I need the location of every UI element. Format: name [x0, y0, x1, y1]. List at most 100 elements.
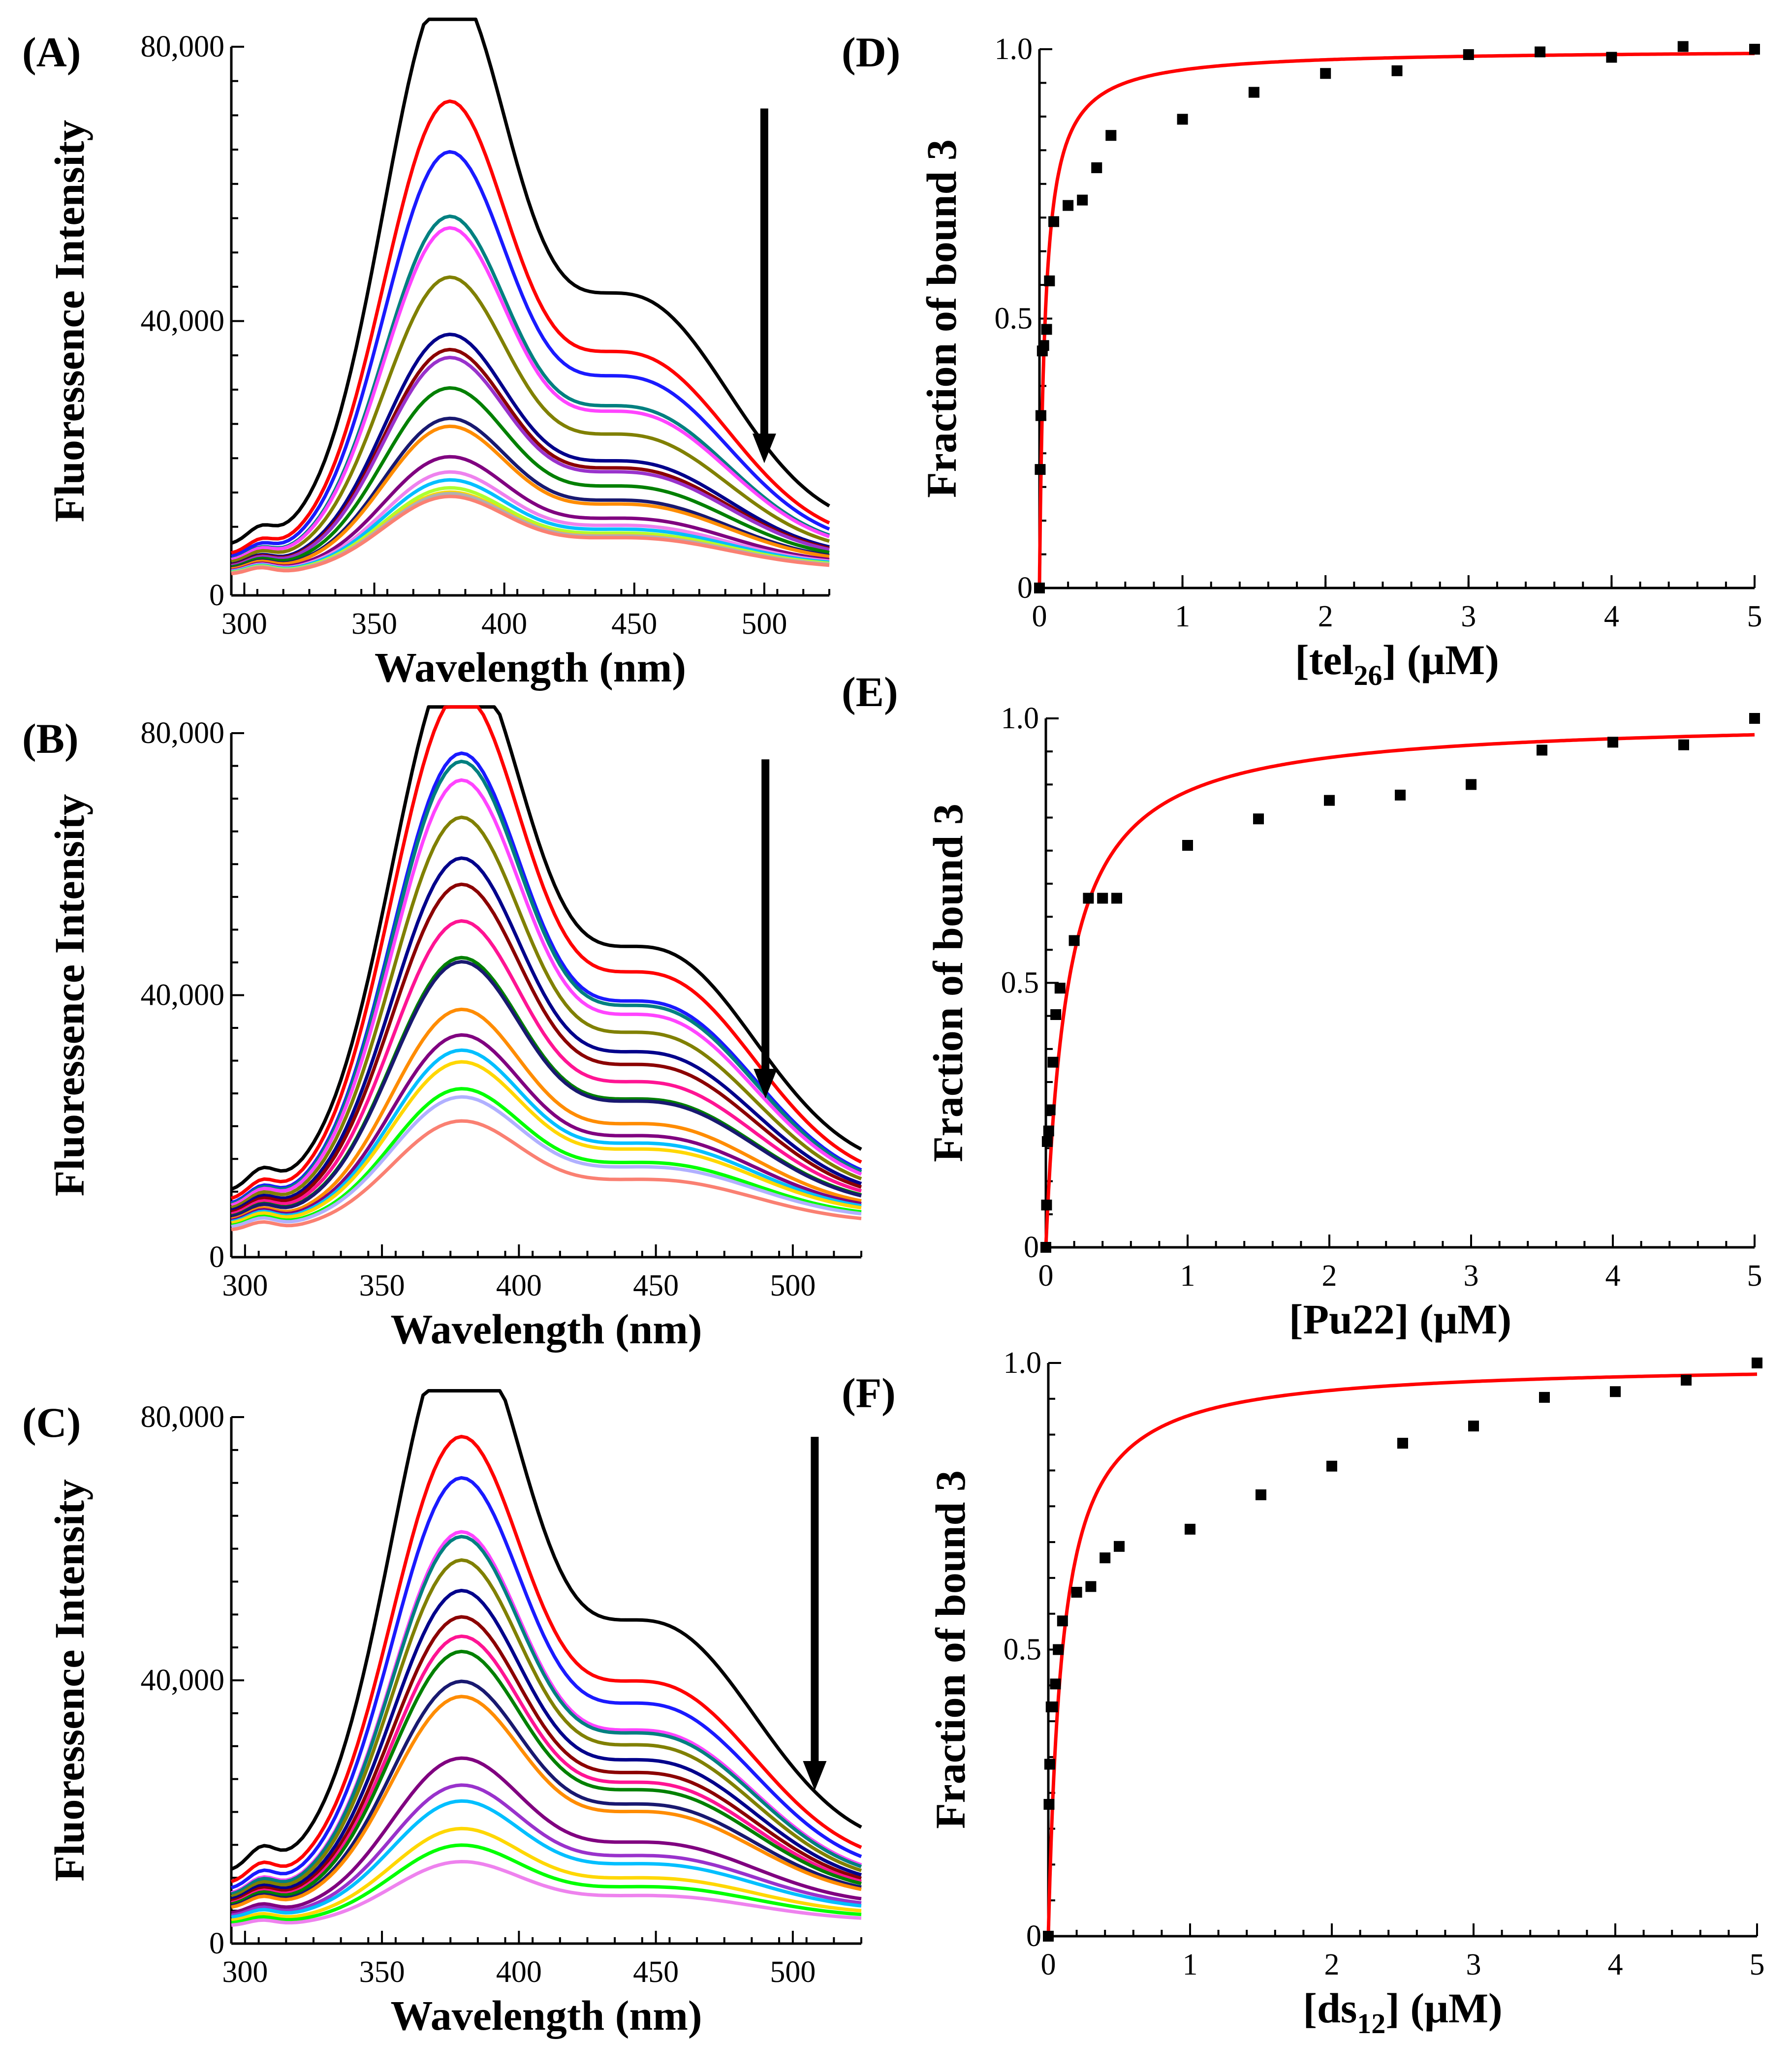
y-tick-label: 80,000: [141, 1400, 225, 1434]
data-point: [1677, 41, 1689, 52]
spectrum-line-9: [231, 356, 830, 568]
data-point: [1182, 840, 1193, 851]
data-point: [1047, 1056, 1059, 1068]
spectrum-line-12: [231, 1007, 862, 1221]
panel-f: (F) 0 0.5 1.0 0 1 2 3 4 5 Fraction of bound 3 [ds12…: [842, 1346, 1765, 2040]
y-tick-label: 80,000: [141, 716, 225, 750]
x-tick-label: 500: [741, 607, 787, 641]
data-point: [1044, 275, 1055, 286]
y-tick-label: 0: [209, 579, 224, 612]
data-point: [1256, 1489, 1266, 1500]
data-point: [1068, 935, 1080, 946]
data-point: [1057, 1615, 1068, 1627]
panel-b: (B) 0 40,000 80,000 300 350 400 450 500 Fluoresse…: [22, 705, 862, 1353]
data-point: [1326, 1460, 1337, 1472]
data-point: [1050, 1009, 1062, 1020]
spectrum-line-11: [231, 960, 862, 1218]
x-tick-label: 4: [1605, 1259, 1621, 1293]
x-tick-label: 300: [221, 607, 267, 641]
panel-e: (E) 0 0.5 1.0 0 1 2 3 4 5 Fraction of bound 3 [Pu22…: [842, 668, 1762, 1343]
x-tick-label: 2: [1322, 1259, 1337, 1293]
spectrum-line-7: [231, 333, 830, 566]
x-tick-label: 300: [222, 1269, 268, 1302]
data-point: [1539, 1392, 1550, 1403]
panel-label: (B): [22, 715, 79, 762]
data-point: [1043, 1931, 1054, 1942]
data-point: [1044, 1759, 1055, 1770]
data-point: [1077, 194, 1088, 206]
spectrum-line-18: [231, 1119, 862, 1232]
panel-label: (A): [22, 29, 81, 76]
y-tick-label: 1.0: [995, 32, 1033, 66]
data-point: [1035, 410, 1046, 421]
x-tick-label: 500: [770, 1269, 816, 1302]
y-axis-title: Fluoressence Intensity: [46, 794, 93, 1197]
data-point: [1391, 65, 1403, 76]
spectrum-line-14: [231, 1048, 862, 1224]
spectrum-line-13: [231, 1033, 862, 1222]
spectrum-line-8: [231, 882, 862, 1214]
y-tick-label: 80,000: [141, 30, 225, 63]
x-tick-label: 3: [1464, 1259, 1479, 1293]
x-tick-label: 5: [1747, 600, 1762, 633]
data-point: [1043, 1125, 1054, 1137]
data-point: [1054, 983, 1066, 994]
x-tick-label: 0: [1038, 1259, 1054, 1293]
data-point: [1083, 893, 1094, 904]
x-tick-label: 300: [222, 1955, 268, 1989]
data-point: [1097, 893, 1108, 904]
data-point: [1050, 1678, 1061, 1690]
x-tick-label: 2: [1318, 600, 1333, 633]
data-point: [1678, 739, 1689, 750]
spectrum-line-15: [231, 1060, 862, 1225]
x-tick-label: 400: [496, 1269, 542, 1302]
x-tick-label: 5: [1750, 1948, 1765, 1981]
data-point: [1038, 340, 1049, 351]
data-point: [1041, 324, 1052, 335]
spectrum-line-3: [230, 1476, 862, 1889]
y-tick-label: 40,000: [141, 1664, 225, 1697]
data-point: [1048, 216, 1060, 227]
spectrum-line-9: [231, 1634, 862, 1905]
x-axis-title: Wavelength (nm): [390, 1992, 702, 2039]
x-tick-label: 500: [770, 1955, 816, 1989]
spectrum-line-16: [231, 1087, 862, 1227]
data-point: [1606, 52, 1617, 63]
spectrum-line-2: [230, 99, 830, 555]
spectrum-line-15: [231, 478, 830, 574]
x-tick-label: 4: [1608, 1948, 1623, 1981]
spectrum-line-17: [231, 1095, 862, 1229]
x-axis-title: Wavelength (nm): [390, 1305, 702, 1353]
panel-label: (E): [842, 668, 898, 715]
spectrum-line-12: [231, 1695, 862, 1909]
y-axis-title: Fraction of bound 3: [924, 804, 972, 1162]
x-tick-label: 350: [359, 1269, 405, 1302]
spectrum-line-14: [231, 470, 830, 573]
x-tick-label: 350: [359, 1955, 405, 1989]
arrow-head: [803, 1761, 827, 1791]
spectrum-line-5: [231, 226, 830, 561]
y-tick-label: 1.0: [1001, 702, 1039, 735]
y-tick-label: 0.5: [995, 302, 1033, 336]
data-point: [1463, 49, 1474, 60]
spectrum-line-6: [231, 275, 830, 564]
spectrum-line-6: [230, 1558, 862, 1898]
panel-label: (F): [842, 1369, 896, 1417]
data-point: [1749, 44, 1760, 55]
data-point: [1053, 1644, 1064, 1655]
x-tick-label: 2: [1324, 1948, 1340, 1981]
panel-d: (D) 0 0.5 1.0 0 1 2 3 4 5 Fraction of bound 3 [tel2…: [842, 29, 1762, 691]
x-tick-label: 450: [611, 607, 657, 641]
data-point: [1044, 1104, 1056, 1115]
y-tick-label: 0: [1024, 1231, 1039, 1264]
x-tick-label: 1: [1175, 600, 1190, 633]
data-point: [1177, 114, 1188, 125]
data-point: [1395, 789, 1406, 801]
fit-curve: [1044, 733, 1755, 1247]
spectrum-line-10: [231, 1649, 862, 1906]
data-point: [1043, 1799, 1055, 1810]
spectrum-line-4: [230, 759, 862, 1206]
spectrum-line-2: [230, 705, 862, 1200]
x-tick-label: 5: [1747, 1259, 1762, 1293]
